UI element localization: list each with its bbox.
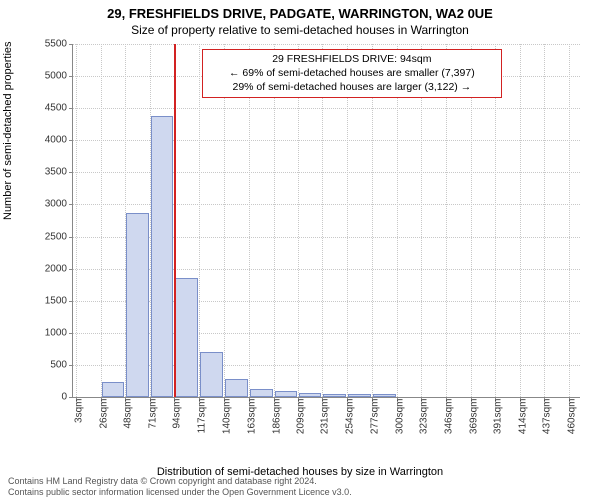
xtick-label: 346sqm — [444, 399, 455, 435]
annotation-line: 29% of semi-detached houses are larger (… — [209, 81, 495, 95]
ytick-mark — [69, 108, 73, 109]
xtick-label: 163sqm — [246, 399, 257, 435]
xtick-label: 414sqm — [517, 399, 528, 435]
gridline-v — [520, 44, 521, 397]
ytick-mark — [69, 333, 73, 334]
ytick-label: 1000 — [27, 327, 67, 338]
annotation-line: ← 69% of semi-detached houses are smalle… — [209, 67, 495, 81]
xtick-label: 231sqm — [320, 399, 331, 435]
gridline-v — [199, 44, 200, 397]
xtick-label: 94sqm — [172, 399, 183, 429]
ytick-mark — [69, 301, 73, 302]
footer-line-1: Contains HM Land Registry data © Crown c… — [8, 476, 592, 487]
xtick-label: 369sqm — [469, 399, 480, 435]
ytick-label: 4000 — [27, 135, 67, 146]
chart-container: 29 FRESHFIELDS DRIVE: 94sqm← 69% of semi… — [46, 44, 580, 440]
xtick-label: 323sqm — [419, 399, 430, 435]
title-line-2: Size of property relative to semi-detach… — [0, 23, 600, 37]
histogram-bar — [348, 394, 371, 397]
ytick-label: 3000 — [27, 199, 67, 210]
xtick-label: 300sqm — [394, 399, 405, 435]
ytick-label: 500 — [27, 359, 67, 370]
annotation-line: 29 FRESHFIELDS DRIVE: 94sqm — [209, 53, 495, 67]
ytick-label: 4500 — [27, 103, 67, 114]
xtick-label: 140sqm — [222, 399, 233, 435]
histogram-bar — [299, 393, 321, 397]
ytick-mark — [69, 76, 73, 77]
ytick-label: 1500 — [27, 295, 67, 306]
histogram-bar — [373, 394, 396, 397]
xtick-label: 391sqm — [492, 399, 503, 435]
ytick-mark — [69, 365, 73, 366]
ytick-mark — [69, 140, 73, 141]
gridline-v — [76, 44, 77, 397]
histogram-bar — [151, 116, 174, 397]
xtick-label: 117sqm — [197, 399, 208, 434]
title-line-1: 29, FRESHFIELDS DRIVE, PADGATE, WARRINGT… — [0, 6, 600, 21]
xtick-label: 437sqm — [542, 399, 553, 435]
xtick-label: 186sqm — [271, 399, 282, 435]
histogram-bar — [225, 379, 248, 397]
xtick-label: 277sqm — [369, 399, 380, 435]
xtick-label: 460sqm — [567, 399, 578, 435]
ytick-mark — [69, 44, 73, 45]
xtick-label: 3sqm — [74, 399, 85, 423]
plot-area: 29 FRESHFIELDS DRIVE: 94sqm← 69% of semi… — [72, 44, 580, 398]
gridline-v — [544, 44, 545, 397]
xtick-label: 71sqm — [147, 399, 158, 429]
histogram-bar — [250, 389, 273, 397]
annotation-box: 29 FRESHFIELDS DRIVE: 94sqm← 69% of semi… — [202, 49, 502, 98]
ytick-label: 3500 — [27, 167, 67, 178]
ytick-mark — [69, 237, 73, 238]
histogram-bar — [275, 391, 298, 397]
ytick-label: 0 — [27, 392, 67, 403]
ytick-label: 5500 — [27, 39, 67, 50]
ytick-mark — [69, 204, 73, 205]
histogram-bar — [102, 382, 124, 397]
chart-title-block: 29, FRESHFIELDS DRIVE, PADGATE, WARRINGT… — [0, 0, 600, 37]
footer-line-2: Contains public sector information licen… — [8, 487, 592, 498]
histogram-bar — [126, 213, 149, 397]
histogram-bar — [323, 394, 346, 397]
gridline-v — [569, 44, 570, 397]
reference-line — [174, 44, 176, 397]
gridline-v — [101, 44, 102, 397]
y-axis-label: Number of semi-detached properties — [2, 41, 14, 220]
ytick-label: 5000 — [27, 71, 67, 82]
xtick-label: 48sqm — [122, 399, 133, 429]
xtick-label: 26sqm — [99, 399, 110, 429]
histogram-bar — [175, 278, 198, 397]
xtick-label: 254sqm — [344, 399, 355, 435]
xtick-label: 209sqm — [296, 399, 307, 435]
ytick-label: 2500 — [27, 231, 67, 242]
ytick-mark — [69, 397, 73, 398]
ytick-mark — [69, 172, 73, 173]
ytick-mark — [69, 269, 73, 270]
histogram-bar — [200, 352, 223, 397]
ytick-label: 2000 — [27, 263, 67, 274]
attribution-footer: Contains HM Land Registry data © Crown c… — [8, 476, 592, 499]
